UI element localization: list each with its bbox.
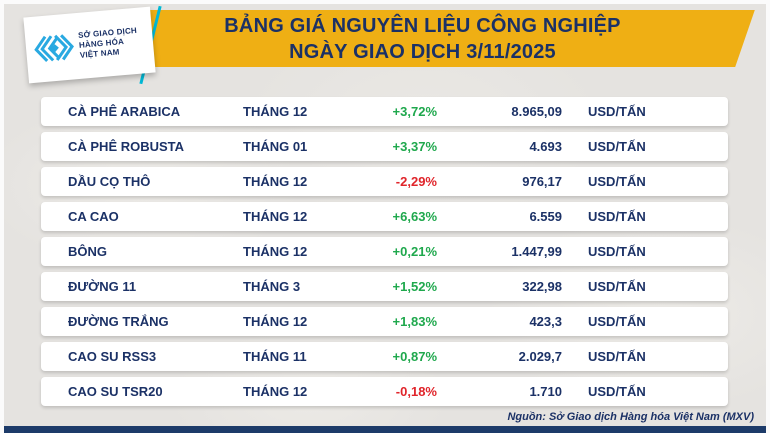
contract-month: THÁNG 12 <box>243 209 308 224</box>
page-title: BẢNG GIÁ NGUYÊN LIỆU CÔNG NGHIỆP NGÀY GI… <box>100 10 745 67</box>
price-unit: USD/TẤN <box>588 104 646 119</box>
contract-month: THÁNG 12 <box>243 104 308 119</box>
price-change: -0,18% <box>395 384 437 399</box>
price-change: +6,63% <box>392 209 437 224</box>
price-unit: USD/TẤN <box>588 244 646 259</box>
contract-month: THÁNG 12 <box>243 384 308 399</box>
table-row: CA CAO THÁNG 12 +6,63% 6.559 USD/TẤN <box>41 202 728 231</box>
price-value: 1.710 <box>529 384 562 399</box>
table-row: ĐƯỜNG 11 THÁNG 3 +1,52% 322,98 USD/TẤN <box>41 272 728 301</box>
source-attribution: Nguồn: Sở Giao dịch Hàng hóa Việt Nam (M… <box>507 411 754 423</box>
price-unit: USD/TẤN <box>588 279 646 294</box>
price-change: +0,21% <box>392 244 437 259</box>
price-unit: USD/TẤN <box>588 314 646 329</box>
commodity-name: ĐƯỜNG 11 <box>68 279 137 294</box>
title-line-2: NGÀY GIAO DỊCH 3/11/2025 <box>289 40 556 63</box>
contract-month: THÁNG 12 <box>243 244 308 259</box>
price-change: +3,72% <box>392 104 437 119</box>
price-unit: USD/TẤN <box>588 349 646 364</box>
price-value: 8.965,09 <box>511 104 562 119</box>
contract-month: THÁNG 3 <box>243 279 301 294</box>
price-change: +0,87% <box>392 349 437 364</box>
commodity-name: CAO SU TSR20 <box>68 384 163 399</box>
commodity-name: CÀ PHÊ ARABICA <box>68 104 181 119</box>
price-change: +3,37% <box>392 139 437 154</box>
mxv-logo-text: SỞ GIAO DỊCH HÀNG HÓA VIỆT NAM <box>77 25 138 60</box>
price-change: +1,52% <box>392 279 437 294</box>
contract-month: THÁNG 12 <box>243 314 308 329</box>
table-row: ĐƯỜNG TRẮNG THÁNG 12 +1,83% 423,3 USD/TẤ… <box>41 307 728 336</box>
price-value: 322,98 <box>522 279 562 294</box>
price-value: 1.447,99 <box>511 244 562 259</box>
table-row: CAO SU RSS3 THÁNG 11 +0,87% 2.029,7 USD/… <box>41 342 728 371</box>
table-row: DẦU CỌ THÔ THÁNG 12 -2,29% 976,17 USD/TẤ… <box>41 167 728 196</box>
price-value: 6.559 <box>529 209 562 224</box>
commodity-name: CAO SU RSS3 <box>68 349 157 364</box>
commodity-name: CA CAO <box>68 209 119 224</box>
price-unit: USD/TẤN <box>588 209 646 224</box>
commodity-name: DẦU CỌ THÔ <box>68 174 151 189</box>
table-row: CÀ PHÊ ARABICA THÁNG 12 +3,72% 8.965,09 … <box>41 97 728 126</box>
header-banner: BẢNG GIÁ NGUYÊN LIỆU CÔNG NGHIỆP NGÀY GI… <box>90 10 755 67</box>
contract-month: THÁNG 12 <box>243 174 308 189</box>
price-unit: USD/TẤN <box>588 384 646 399</box>
price-change: -2,29% <box>395 174 437 189</box>
table-row: BÔNG THÁNG 12 +0,21% 1.447,99 USD/TẤN <box>41 237 728 266</box>
title-line-1: BẢNG GIÁ NGUYÊN LIỆU CÔNG NGHIỆP <box>224 14 621 37</box>
mxv-logo-card: SỞ GIAO DỊCH HÀNG HÓA VIỆT NAM <box>23 6 156 84</box>
contract-month: THÁNG 01 <box>243 139 308 154</box>
price-value: 4.693 <box>529 139 562 154</box>
price-value: 2.029,7 <box>518 349 562 364</box>
commodity-name: ĐƯỜNG TRẮNG <box>68 314 169 329</box>
table-row: CAO SU TSR20 THÁNG 12 -0,18% 1.710 USD/T… <box>41 377 728 406</box>
price-change: +1,83% <box>392 314 437 329</box>
price-value: 976,17 <box>522 174 562 189</box>
commodity-price-table: CÀ PHÊ ARABICA THÁNG 12 +3,72% 8.965,09 … <box>41 97 728 406</box>
price-value: 423,3 <box>529 314 562 329</box>
price-unit: USD/TẤN <box>588 139 646 154</box>
table-row: CÀ PHÊ ROBUSTA THÁNG 01 +3,37% 4.693 USD… <box>41 132 728 161</box>
contract-month: THÁNG 11 <box>243 349 307 364</box>
commodity-name: CÀ PHÊ ROBUSTA <box>68 139 185 154</box>
mxv-chevron-logo-icon <box>31 28 78 68</box>
price-unit: USD/TẤN <box>588 174 646 189</box>
commodity-name: BÔNG <box>68 244 107 259</box>
bottom-accent-bar <box>4 426 766 433</box>
